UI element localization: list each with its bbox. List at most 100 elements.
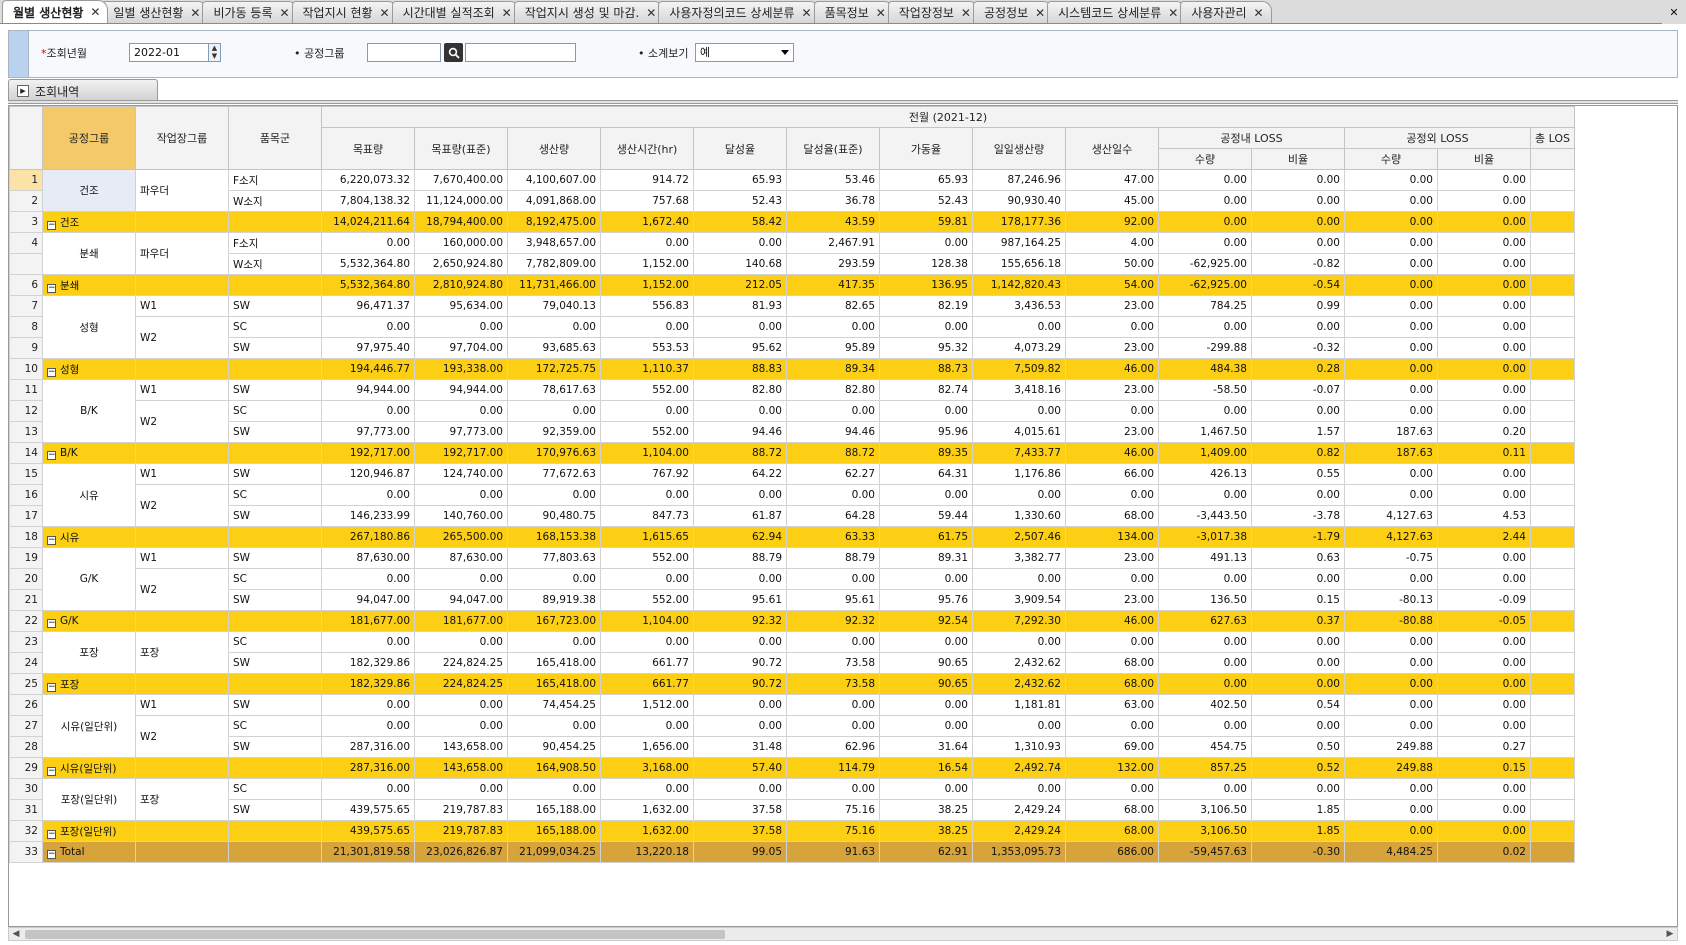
collapse-icon[interactable]: − [47, 366, 56, 377]
value-cell[interactable]: 97,975.40 [321, 337, 415, 359]
value-cell[interactable]: 767.92 [600, 463, 694, 485]
value-cell[interactable]: 0.00 [1344, 337, 1438, 359]
value-cell[interactable]: 914.72 [600, 169, 694, 191]
value-cell[interactable]: 63.33 [786, 526, 880, 548]
item-group-cell[interactable]: SC [228, 400, 322, 422]
item-group-cell[interactable]: SW [228, 736, 322, 758]
subtotal-row[interactable]: 6− 분쇄 5,532,364.80 2,810,924.80 11,731,466.0… [9, 274, 1575, 296]
value-cell[interactable]: 1,615.65 [600, 526, 694, 548]
value-cell[interactable]: 1,181.81 [972, 694, 1066, 716]
item-group-cell[interactable]: SW [228, 337, 322, 359]
value-cell[interactable]: 0.00 [1158, 484, 1252, 506]
value-cell[interactable]: 0.00 [600, 778, 694, 800]
value-cell[interactable]: 0.00 [879, 715, 973, 737]
value-cell[interactable]: 0.00 [1251, 169, 1345, 191]
value-cell[interactable]: 95.96 [879, 421, 973, 443]
value-cell[interactable]: 18,794,400.00 [414, 211, 508, 233]
value-cell[interactable]: 92.00 [1065, 211, 1159, 233]
value-cell[interactable]: 0.00 [321, 568, 415, 590]
value-cell[interactable]: -0.30 [1251, 841, 1345, 863]
tab-close-icon[interactable]: ✕ [801, 6, 812, 20]
value-cell[interactable]: 136.95 [879, 274, 973, 296]
process-group-name-input[interactable] [465, 43, 576, 62]
value-cell[interactable]: 0.00 [1158, 673, 1252, 695]
tab-8[interactable]: 작업장정보 ✕ [887, 1, 979, 23]
value-cell[interactable]: -1.79 [1251, 526, 1345, 548]
value-cell[interactable]: 0.15 [1251, 589, 1345, 611]
value-cell[interactable]: 95.62 [693, 337, 787, 359]
value-cell[interactable]: 91.63 [786, 841, 880, 863]
value-cell[interactable]: 0.00 [693, 568, 787, 590]
value-cell[interactable]: 94,944.00 [321, 379, 415, 401]
value-cell[interactable]: 88.72 [786, 442, 880, 464]
value-cell[interactable]: 7,509.82 [972, 358, 1066, 380]
value-cell[interactable]: 0.00 [1344, 694, 1438, 716]
value-cell[interactable]: 857.25 [1158, 757, 1252, 779]
value-cell[interactable]: 23.00 [1065, 337, 1159, 359]
value-cell[interactable]: 265,500.00 [414, 526, 508, 548]
value-cell[interactable]: 82.74 [879, 379, 973, 401]
value-cell[interactable]: 4,073.29 [972, 337, 1066, 359]
table-row[interactable]: 24 SW 182,329.86 224,824.25 165,418.00 661.77… [9, 652, 1575, 674]
value-cell[interactable]: 50.00 [1065, 253, 1159, 275]
value-cell[interactable]: 219,787.83 [414, 799, 508, 821]
value-cell[interactable]: 36.78 [786, 190, 880, 212]
value-cell[interactable]: 0.00 [1437, 463, 1531, 485]
value-cell[interactable]: 0.00 [414, 778, 508, 800]
value-cell[interactable]: 78,617.63 [507, 379, 601, 401]
value-cell[interactable]: 0.00 [879, 631, 973, 653]
value-cell[interactable]: 140.68 [693, 253, 787, 275]
value-cell[interactable]: 93,685.63 [507, 337, 601, 359]
value-cell[interactable]: 0.00 [879, 778, 973, 800]
value-cell[interactable]: 94.46 [786, 421, 880, 443]
value-cell[interactable]: 4,091,868.00 [507, 190, 601, 212]
value-cell[interactable]: 69.00 [1065, 736, 1159, 758]
value-cell[interactable]: 89.31 [879, 547, 973, 569]
value-cell[interactable]: 0.00 [1437, 778, 1531, 800]
value-cell[interactable]: 88.79 [693, 547, 787, 569]
item-group-cell[interactable]: SC [228, 316, 322, 338]
value-cell[interactable]: 0.00 [1344, 484, 1438, 506]
value-cell[interactable]: 1,330.60 [972, 505, 1066, 527]
value-cell[interactable]: 0.00 [1158, 400, 1252, 422]
process-group-cell[interactable]: 분쇄 [42, 232, 136, 275]
value-cell[interactable]: 0.00 [1158, 778, 1252, 800]
value-cell[interactable]: 165,188.00 [507, 799, 601, 821]
header-loss-out-qty[interactable]: 수량 [1344, 148, 1438, 170]
value-cell[interactable]: 0.00 [1251, 652, 1345, 674]
value-cell[interactable]: 0.00 [879, 694, 973, 716]
value-cell[interactable]: 0.00 [1251, 211, 1345, 233]
value-cell[interactable]: -3.78 [1251, 505, 1345, 527]
workshop-group-cell[interactable]: W1 [135, 295, 229, 317]
value-cell[interactable]: 2,650,924.80 [414, 253, 508, 275]
item-group-cell[interactable]: SW [228, 547, 322, 569]
value-cell[interactable]: 64.31 [879, 463, 973, 485]
item-group-cell[interactable]: SW [228, 505, 322, 527]
value-cell[interactable]: 99.05 [693, 841, 787, 863]
subtotal-row[interactable]: 10− 성형 194,446.77 193,338.00 172,725.75 1,110… [9, 358, 1575, 380]
workshop-group-cell[interactable]: 포장 [135, 631, 229, 674]
value-cell[interactable]: 0.00 [1251, 484, 1345, 506]
value-cell[interactable]: 82.80 [786, 379, 880, 401]
value-cell[interactable]: 1,104.00 [600, 442, 694, 464]
value-cell[interactable]: 0.00 [1437, 547, 1531, 569]
value-cell[interactable]: 90,480.75 [507, 505, 601, 527]
value-cell[interactable]: 0.00 [879, 316, 973, 338]
value-cell[interactable]: 45.00 [1065, 190, 1159, 212]
tab-9[interactable]: 공정정보 ✕ [972, 1, 1054, 23]
value-cell[interactable]: 0.00 [1065, 484, 1159, 506]
value-cell[interactable]: 4,484.25 [1344, 841, 1438, 863]
value-cell[interactable]: 0.00 [1344, 463, 1438, 485]
value-cell[interactable]: 94,047.00 [321, 589, 415, 611]
value-cell[interactable]: 1,409.00 [1158, 442, 1252, 464]
value-cell[interactable]: 31.64 [879, 736, 973, 758]
value-cell[interactable]: 38.25 [879, 820, 973, 842]
value-cell[interactable]: 38.25 [879, 799, 973, 821]
value-cell[interactable]: 0.00 [1437, 568, 1531, 590]
value-cell[interactable]: 0.00 [1251, 232, 1345, 254]
value-cell[interactable]: 0.00 [879, 400, 973, 422]
table-row[interactable]: 26 시유(일단위) W1 SW 0.00 0.00 74,454.25 1,512.00 0.… [9, 694, 1575, 758]
header-prod-days[interactable]: 생산일수 [1065, 127, 1159, 170]
value-cell[interactable]: 0.00 [972, 568, 1066, 590]
item-group-cell[interactable]: SW [228, 463, 322, 485]
